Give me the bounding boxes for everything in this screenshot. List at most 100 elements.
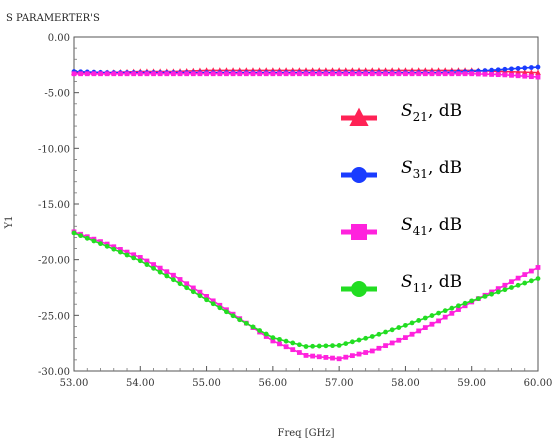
data-point (171, 277, 176, 283)
data-point (290, 71, 296, 77)
data-point (449, 305, 455, 311)
data-point (71, 71, 77, 77)
data-point (475, 296, 481, 302)
data-point (356, 351, 362, 357)
data-point (422, 315, 428, 321)
data-point (257, 328, 262, 333)
data-point (151, 71, 156, 77)
data-point (137, 258, 143, 264)
data-point (363, 335, 369, 341)
data-point (104, 243, 110, 249)
data-point (290, 340, 296, 346)
data-point (197, 293, 203, 299)
x-tick-label: 59.00 (457, 378, 486, 389)
data-point (310, 71, 316, 77)
data-point (137, 255, 143, 260)
data-point (515, 275, 521, 281)
data-point (343, 341, 349, 347)
legend-marker (351, 224, 367, 240)
data-point (502, 287, 508, 293)
data-point (509, 285, 514, 290)
data-point (84, 235, 90, 241)
data-point (184, 71, 190, 77)
data-point (429, 321, 435, 327)
y-axis-label: Y1 (4, 216, 15, 230)
data-point (495, 72, 501, 78)
data-point (515, 68, 521, 75)
data-point (522, 73, 528, 79)
data-point (456, 303, 461, 309)
data-point (409, 320, 415, 326)
data-point (535, 265, 541, 270)
y-tick-label: -10.00 (38, 144, 70, 155)
data-point (403, 71, 408, 77)
data-point (263, 331, 269, 337)
data-point (489, 67, 494, 73)
data-point (303, 71, 309, 77)
data-point (376, 331, 382, 337)
data-point (277, 341, 282, 347)
data-point (157, 71, 163, 77)
data-point (469, 71, 475, 77)
data-point (396, 71, 402, 77)
legend: S21, dB S31, dB S41, dB S11, dB (341, 101, 462, 297)
data-point (250, 71, 256, 77)
data-point (197, 71, 203, 77)
data-point (535, 69, 541, 76)
legend-label: S31, dB (401, 158, 462, 181)
data-point (482, 294, 488, 299)
data-point (369, 334, 375, 339)
data-point (296, 71, 302, 77)
x-tick-label: 56.00 (259, 378, 288, 389)
data-point (78, 71, 84, 77)
data-point (124, 249, 130, 255)
data-point (263, 71, 269, 77)
data-point (429, 71, 435, 77)
data-point (449, 310, 455, 316)
data-point (502, 66, 508, 72)
data-point (489, 72, 494, 77)
data-point (442, 308, 448, 314)
data-point (350, 71, 355, 77)
data-point (330, 355, 335, 361)
data-point (283, 344, 289, 350)
x-tick-label: 53.00 (60, 378, 89, 389)
data-point (522, 65, 528, 71)
data-point (495, 67, 501, 73)
data-point (296, 350, 302, 355)
data-point (190, 285, 196, 291)
data-point (184, 281, 190, 287)
x-tick-label: 60.00 (524, 378, 553, 389)
data-point (449, 71, 455, 77)
data-point (190, 289, 196, 295)
data-point (144, 262, 150, 267)
data-point (469, 298, 475, 304)
data-point (508, 68, 515, 75)
data-point (171, 272, 176, 278)
data-point (91, 238, 97, 244)
data-point (217, 305, 223, 311)
data-point (270, 71, 276, 77)
y-tick-label: -5.00 (44, 89, 70, 100)
legend-item-s31: S31, dB (341, 158, 462, 183)
data-point (237, 317, 243, 323)
data-point (277, 71, 282, 77)
data-point (270, 335, 276, 340)
x-tick-label: 54.00 (126, 378, 155, 389)
data-point (356, 71, 362, 77)
data-point (111, 246, 117, 252)
data-point (323, 71, 329, 77)
chart-title: S PARAMERTER'S (6, 13, 100, 24)
data-point (177, 71, 183, 77)
data-point (356, 337, 362, 343)
x-tick-label: 58.00 (391, 378, 420, 389)
data-point (118, 247, 123, 252)
axis-ticks: 53.00 54.00 55.00 56.00 57.00 58.00 59.00 60.00… (38, 33, 552, 389)
data-point (283, 71, 289, 77)
data-point (509, 66, 514, 72)
data-point (124, 252, 130, 258)
data-point (137, 71, 143, 77)
data-point (416, 328, 422, 334)
data-point (409, 71, 415, 77)
data-point (71, 230, 77, 236)
